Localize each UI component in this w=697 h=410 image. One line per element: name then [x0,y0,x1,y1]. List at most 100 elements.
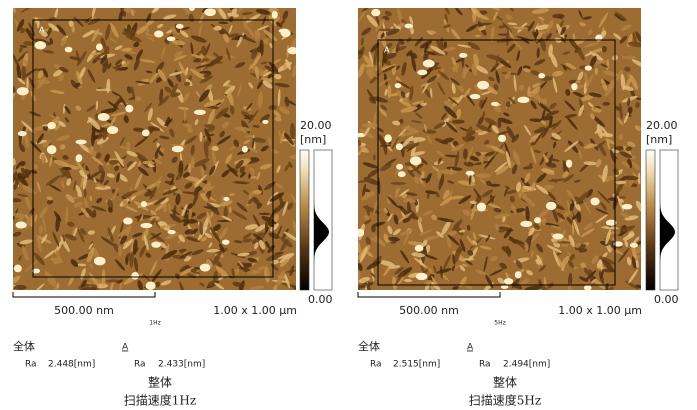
grain [398,188,410,197]
grain [484,151,496,157]
grain [387,196,398,208]
grain [222,80,231,87]
grain [252,137,267,143]
grain [502,22,513,34]
bright-grain [514,271,522,279]
grain [516,50,520,62]
grain [547,282,554,289]
grain [467,42,481,50]
grain [485,180,492,186]
grain [199,75,213,84]
grain [75,185,82,194]
grain [508,29,514,41]
grain [522,193,527,200]
grain [13,54,19,66]
grain [146,13,152,24]
grain [100,37,107,49]
grain [258,212,271,215]
grain [365,65,379,79]
grain [155,61,165,74]
grain [282,201,289,217]
grain [522,195,536,207]
bright-grain [140,201,148,207]
grain [617,230,629,237]
grain [595,140,606,149]
grain [183,92,190,102]
grain [505,272,510,280]
grain [212,52,220,58]
grain [252,233,264,242]
grain [118,281,123,290]
grain [599,256,615,265]
grain [283,131,294,145]
grain [218,8,227,20]
grain [622,175,639,181]
ra-label: Ra [134,360,146,370]
grain [578,248,588,253]
grain [497,131,509,136]
grain [182,123,193,128]
grain [257,91,263,109]
grain [584,269,597,282]
grain [236,202,248,212]
grain [142,273,151,282]
grain [95,152,102,159]
grain [358,269,361,287]
grain [497,277,505,284]
grain [383,233,389,243]
grain [164,86,172,93]
grain [624,280,639,289]
grain [69,56,82,61]
grain [36,181,41,193]
grain [621,225,636,232]
grain [545,33,552,42]
grain [383,207,388,214]
bright-grain [154,30,164,38]
colorbar-max: 20.00 [300,119,332,132]
grain [542,222,560,227]
bright-grain [358,228,365,237]
grain [60,37,68,47]
grain [485,234,491,243]
grain [147,164,155,168]
grain [115,59,123,66]
grain [170,209,181,216]
bright-grain [538,73,546,79]
grain [448,96,459,105]
grain [24,195,31,211]
grain [290,37,296,50]
grain [36,235,42,253]
grain [542,184,554,190]
grain [495,165,509,175]
grain [22,67,38,79]
grain [48,184,62,192]
grain [184,206,188,218]
grain [409,86,414,101]
grain [454,245,462,263]
grain [105,279,121,283]
grain [535,32,542,42]
grain [634,125,641,131]
colorbar-unit: [nm] [300,133,326,146]
grain [119,136,125,146]
grain [594,67,599,76]
grain [13,275,21,286]
grain [461,263,468,267]
bright-grain [278,28,290,34]
grain [568,260,575,269]
grain [405,192,418,196]
grain [463,161,474,167]
grain [482,111,486,119]
grain [64,105,71,115]
grain [270,223,279,232]
grain [55,249,61,262]
grain [199,89,210,102]
bright-grain [145,281,156,290]
grain [380,32,385,39]
grain [615,181,624,194]
grain [583,223,593,231]
grain [254,66,260,80]
grain [16,62,22,81]
grain [508,238,525,245]
grain [599,240,609,246]
